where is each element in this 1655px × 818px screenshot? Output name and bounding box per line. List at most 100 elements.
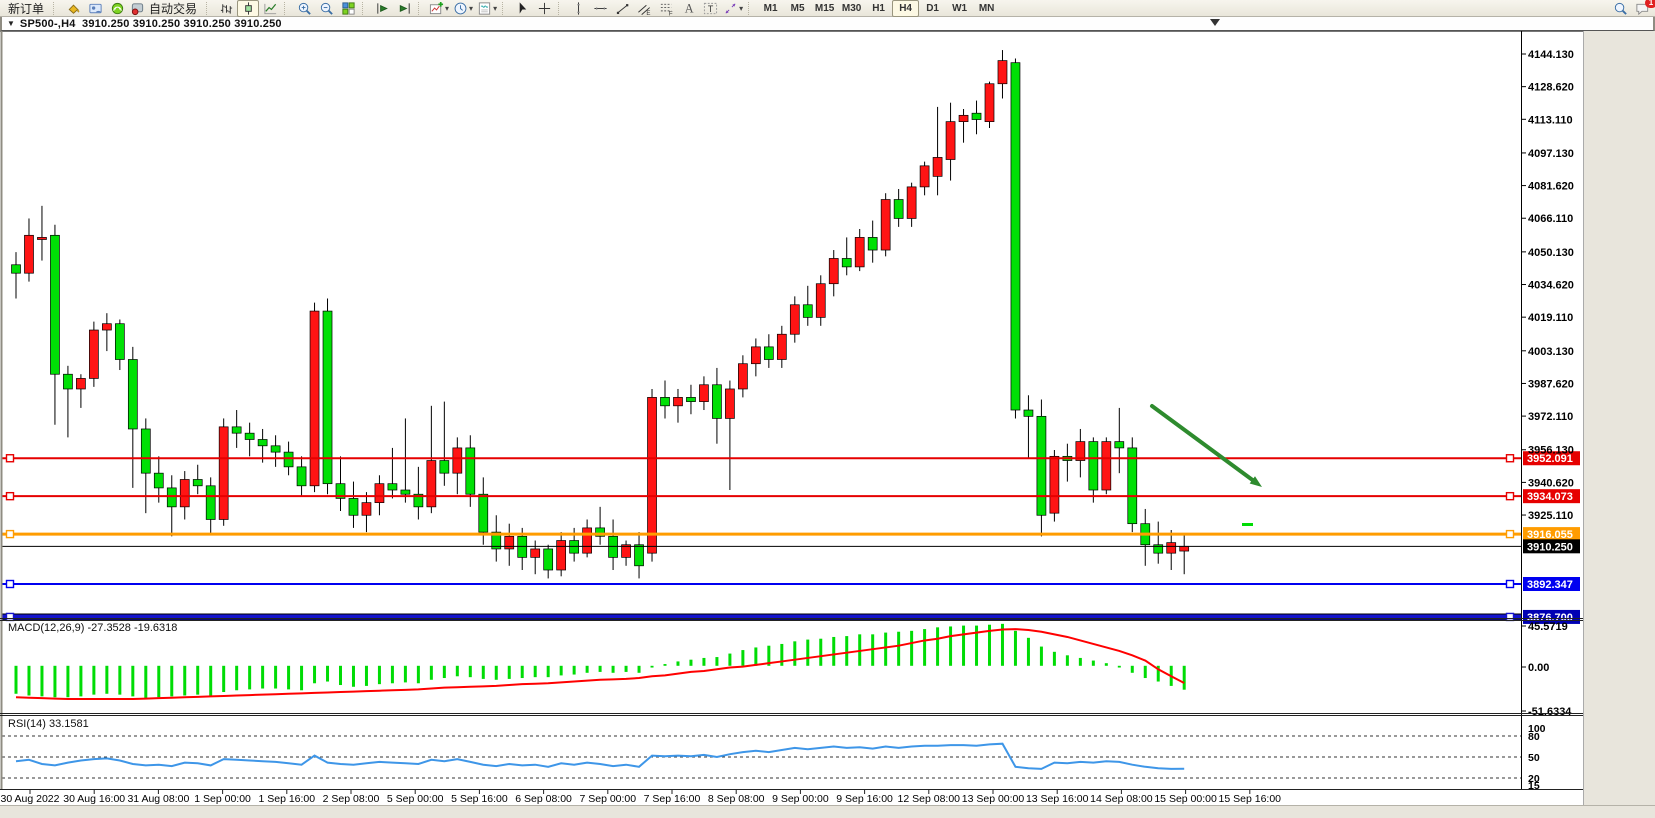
chart-window-titlebar[interactable]: ▼ SP500-,H4 3910.250 3910.250 3910.250 3… bbox=[0, 17, 1655, 31]
line-handle[interactable] bbox=[1505, 529, 1515, 539]
line-chart-icon bbox=[263, 1, 278, 16]
candle-body bbox=[595, 527, 605, 537]
candle-body bbox=[218, 426, 229, 520]
line-handle[interactable] bbox=[1505, 612, 1515, 622]
line-handle[interactable] bbox=[1505, 454, 1515, 463]
candle-body bbox=[63, 373, 73, 390]
arrows-tool-button[interactable]: ▾ bbox=[721, 0, 745, 17]
auto-trading-button[interactable]: 自动交易 bbox=[128, 0, 203, 17]
macd-indicator: 45.5719 0.00 -51.6334 bbox=[14, 621, 1572, 718]
candle-body bbox=[1023, 409, 1034, 417]
workspace-button[interactable] bbox=[84, 0, 106, 17]
search-button[interactable] bbox=[1609, 0, 1631, 17]
rsi-scale-label: 80 bbox=[1528, 731, 1540, 743]
candle-body bbox=[153, 472, 164, 489]
price-tick-label: 4113.110 bbox=[1528, 114, 1573, 126]
timeframe-h4-button[interactable]: H4 bbox=[892, 0, 920, 17]
timeframe-m30-button[interactable]: M30 bbox=[841, 2, 862, 14]
price-axis[interactable]: 4144.130 4128.620 4113.110 4097.130 4081.620… bbox=[1521, 49, 1574, 522]
time-tick-label: 15 Sep 16:00 bbox=[1219, 793, 1282, 805]
vertical-line-tool-button[interactable] bbox=[567, 0, 589, 17]
line-handle[interactable] bbox=[5, 579, 15, 589]
time-tick-label: 13 Sep 16:00 bbox=[1026, 793, 1089, 805]
auto-scroll-button[interactable] bbox=[371, 0, 393, 17]
candle-body bbox=[335, 483, 346, 499]
chevron-down-icon[interactable]: ▼ bbox=[7, 19, 15, 28]
timeframe-m1-button[interactable]: M1 bbox=[763, 2, 778, 14]
timeframe-d1-button[interactable]: D1 bbox=[926, 2, 939, 14]
svg-text:F: F bbox=[668, 10, 672, 15]
zoom-out-button[interactable] bbox=[315, 0, 337, 17]
time-tick-label: 5 Sep 16:00 bbox=[451, 793, 508, 805]
text-tool-button[interactable]: A bbox=[677, 0, 699, 17]
time-tick-label: 30 Aug 16:00 bbox=[63, 793, 125, 805]
time-tick-label: 1 Sep 16:00 bbox=[258, 793, 315, 805]
cursor-tool-button[interactable] bbox=[511, 0, 533, 17]
periods-menu-button[interactable]: ▾ bbox=[451, 0, 475, 17]
line-handle[interactable] bbox=[5, 612, 15, 622]
chevron-down-icon[interactable]: ▾ bbox=[445, 3, 450, 13]
candle-body bbox=[699, 384, 709, 402]
new-order-button[interactable]: 新订单 bbox=[2, 0, 50, 17]
bar-chart-mode-button[interactable] bbox=[215, 0, 237, 17]
timeframe-mn-button[interactable]: MN bbox=[978, 2, 995, 14]
candle-body bbox=[426, 460, 437, 508]
text-label-tool-button[interactable]: T bbox=[699, 0, 721, 17]
trendline-tool-button[interactable] bbox=[611, 0, 633, 17]
candle-body bbox=[89, 329, 99, 379]
svg-text:E: E bbox=[646, 10, 650, 16]
current-bar-marker bbox=[1242, 523, 1253, 526]
line-handle[interactable] bbox=[5, 454, 15, 463]
timeframe-w1-button[interactable]: W1 bbox=[952, 2, 968, 14]
chart-shift-button[interactable] bbox=[393, 0, 415, 17]
notifications-button[interactable]: 1 bbox=[1631, 0, 1655, 17]
candle-body bbox=[179, 479, 190, 508]
time-tick-label: 8 Sep 08:00 bbox=[708, 793, 765, 805]
templates-menu-button[interactable]: ▾ bbox=[475, 0, 499, 17]
signals-button[interactable] bbox=[106, 0, 128, 17]
trend-arrow-head[interactable] bbox=[1249, 476, 1262, 487]
status-bar bbox=[0, 805, 1655, 818]
zoom-in-button[interactable] bbox=[293, 0, 315, 17]
chart-frame bbox=[0, 31, 1584, 806]
zoom-in-icon bbox=[297, 1, 312, 16]
price-badge bbox=[1523, 451, 1580, 466]
fibonacci-tool-button[interactable]: F bbox=[655, 0, 677, 17]
candle-chart-mode-button[interactable] bbox=[237, 0, 260, 17]
trendline-icon bbox=[615, 1, 630, 16]
candle-body bbox=[244, 432, 255, 440]
line-handle[interactable] bbox=[1505, 491, 1515, 501]
candle-body bbox=[102, 323, 112, 331]
toolbar-separator bbox=[558, 1, 564, 15]
chevron-down-icon[interactable]: ▾ bbox=[493, 3, 498, 13]
chart-shift-marker-icon bbox=[1210, 19, 1220, 26]
indicators-menu-button[interactable]: ▾ bbox=[427, 0, 451, 17]
trend-arrow[interactable] bbox=[1150, 404, 1255, 482]
candle-body bbox=[776, 333, 787, 360]
channel-tool-button[interactable]: E bbox=[633, 0, 655, 17]
chart-properties-button[interactable] bbox=[62, 0, 84, 17]
chevron-down-icon[interactable]: ▾ bbox=[739, 3, 744, 13]
line-handle[interactable] bbox=[5, 529, 15, 539]
line-handle[interactable] bbox=[5, 491, 15, 501]
candle-body bbox=[789, 304, 800, 335]
crosshair-tool-button[interactable] bbox=[533, 0, 555, 17]
tile-windows-button[interactable] bbox=[337, 0, 359, 17]
timeframe-h1-button[interactable]: H1 bbox=[872, 2, 885, 14]
horizontal-line-tool-button[interactable] bbox=[589, 0, 611, 17]
candle-body bbox=[11, 264, 21, 274]
line-chart-mode-button[interactable] bbox=[259, 0, 281, 17]
timeframe-m15-button[interactable]: M15 bbox=[814, 2, 835, 14]
macd-signal-line bbox=[15, 628, 1185, 701]
chevron-down-icon[interactable]: ▾ bbox=[469, 3, 474, 13]
candle-body bbox=[582, 527, 592, 554]
notification-count-badge: 1 bbox=[1645, 0, 1655, 8]
line-handle[interactable] bbox=[1505, 579, 1515, 589]
candle-body bbox=[517, 535, 528, 558]
timeframe-m5-button[interactable]: M5 bbox=[790, 2, 805, 14]
time-axis[interactable]: 30 Aug 2022 30 Aug 16:00 31 Aug 08:00 1 Sep… bbox=[1, 789, 1282, 806]
toolbar-separator bbox=[53, 1, 59, 15]
candle-body bbox=[1049, 455, 1060, 514]
